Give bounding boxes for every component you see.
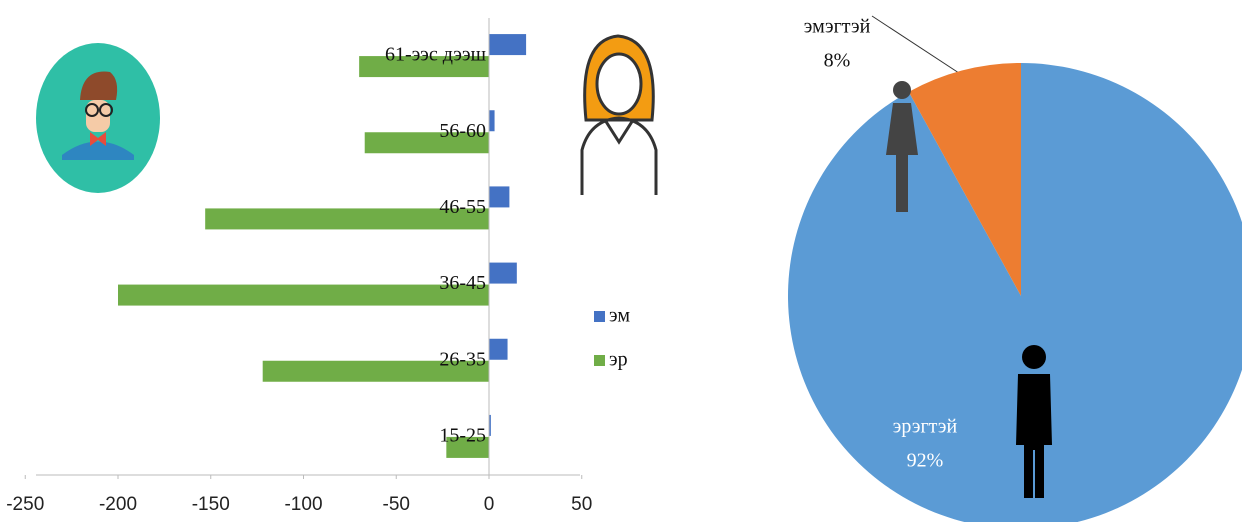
x-tick-label: -250 bbox=[6, 494, 44, 515]
x-tick-label: -200 bbox=[99, 494, 137, 515]
bar bbox=[446, 436, 489, 458]
woman-avatar bbox=[580, 34, 658, 195]
pie-slice bbox=[908, 62, 1021, 296]
bar bbox=[489, 338, 508, 360]
x-tick-label: 50 bbox=[571, 494, 592, 515]
legend-swatch bbox=[594, 311, 605, 322]
category-label: 26-35 bbox=[439, 348, 486, 370]
slice-label: эрэгтэй bbox=[893, 416, 958, 438]
bar bbox=[118, 284, 489, 306]
legend-label: эр bbox=[609, 349, 628, 371]
bar bbox=[364, 132, 489, 154]
x-tick-label: -50 bbox=[383, 494, 410, 515]
category-label: 46-55 bbox=[439, 196, 486, 218]
legend-label: эм bbox=[609, 305, 630, 327]
category-label: 36-45 bbox=[439, 272, 486, 294]
man-avatar bbox=[36, 43, 160, 193]
x-tick-label: 0 bbox=[484, 494, 495, 515]
bar bbox=[262, 360, 489, 382]
woman-silhouette bbox=[886, 81, 918, 212]
slice-value: 8% bbox=[824, 50, 851, 72]
bar bbox=[489, 34, 527, 56]
category-label: 56-60 bbox=[439, 120, 486, 142]
category-label: 61-ээс дээш bbox=[385, 44, 487, 66]
x-tick-label: -150 bbox=[192, 494, 230, 515]
man-silhouette bbox=[1016, 345, 1052, 498]
bar bbox=[205, 208, 489, 230]
category-label: 15-25 bbox=[439, 425, 486, 447]
bar bbox=[489, 186, 510, 208]
bar bbox=[489, 110, 495, 132]
legend-swatch bbox=[594, 355, 605, 366]
bar bbox=[489, 414, 491, 436]
slice-value: 92% bbox=[907, 450, 944, 472]
bar bbox=[489, 262, 517, 284]
bar bbox=[359, 56, 489, 78]
leader-line bbox=[871, 15, 963, 76]
slice-label: эмэгтэй bbox=[804, 16, 871, 38]
x-tick-label: -100 bbox=[284, 494, 322, 515]
